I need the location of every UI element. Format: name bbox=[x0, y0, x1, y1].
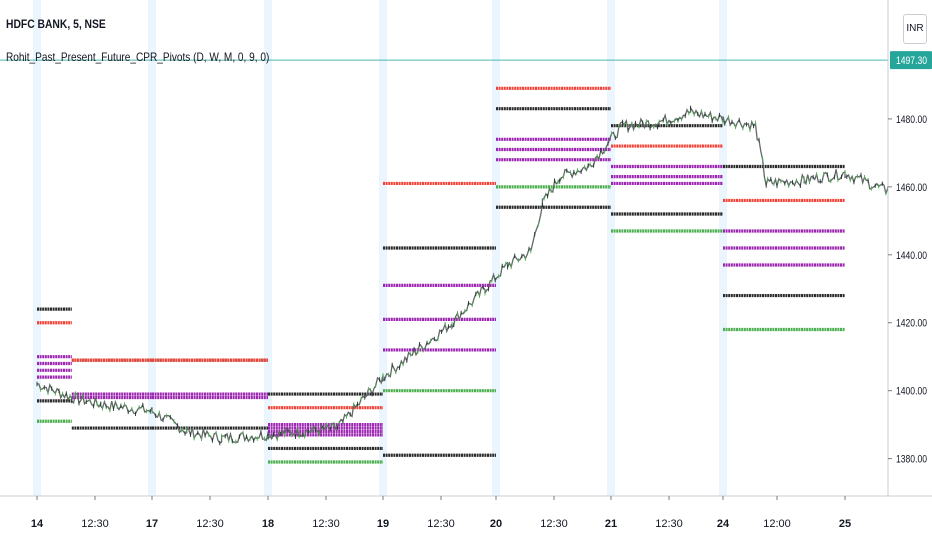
x-tick-label: 21 bbox=[605, 518, 617, 530]
indicator-legend[interactable]: Rohit_Past_Present_Future_CPR_Pivots (D,… bbox=[6, 50, 270, 64]
currency-badge[interactable]: INR bbox=[903, 14, 927, 44]
last-price-label: 1497.30 bbox=[896, 55, 927, 67]
y-tick-label: 1440.00 bbox=[896, 250, 927, 262]
pivot-levels bbox=[37, 86, 845, 464]
x-tick-label: 17 bbox=[146, 518, 158, 530]
x-tick-label: 14 bbox=[31, 518, 44, 530]
x-tick-label: 20 bbox=[490, 518, 502, 530]
x-tick-label: 12:00 bbox=[763, 518, 791, 530]
x-tick-label: 24 bbox=[717, 518, 730, 530]
y-tick-label: 1460.00 bbox=[896, 182, 927, 194]
price-series bbox=[36, 105, 932, 446]
x-tick-label: 12:30 bbox=[196, 518, 224, 530]
x-tick-label: 12:30 bbox=[81, 518, 109, 530]
price-path bbox=[36, 105, 932, 444]
x-tick-label: 12:30 bbox=[540, 518, 568, 530]
session-band bbox=[33, 0, 41, 496]
x-tick-label: 12:30 bbox=[655, 518, 683, 530]
symbol-title[interactable]: HDFC BANK, 5, NSE bbox=[6, 17, 106, 31]
x-tick-label: 12:30 bbox=[427, 518, 455, 530]
session-bands bbox=[33, 0, 727, 496]
x-tick-label: 25 bbox=[839, 518, 851, 530]
y-tick-label: 1480.00 bbox=[896, 114, 927, 126]
time-axis[interactable] bbox=[0, 495, 932, 550]
last-price-tag: 1497.30 bbox=[890, 51, 932, 70]
price-axis[interactable] bbox=[887, 0, 932, 496]
x-tick-label: 19 bbox=[377, 518, 389, 530]
y-tick-label: 1420.00 bbox=[896, 318, 927, 330]
session-band bbox=[264, 0, 272, 496]
last-price-tag-bg bbox=[890, 51, 932, 70]
x-tick-label: 12:30 bbox=[312, 518, 340, 530]
x-axis-ticks: 14 12:30 17 12:30 18 12:30 19 12:30 20 12:30 21 12:… bbox=[31, 496, 851, 530]
y-axis-ticks: 1380.00 1400.00 1420.00 1440.00 1460.00 1480.… bbox=[888, 114, 927, 466]
session-band bbox=[607, 0, 615, 496]
session-band bbox=[148, 0, 156, 496]
x-tick-label: 18 bbox=[262, 518, 274, 530]
y-tick-label: 1400.00 bbox=[896, 386, 927, 398]
y-tick-label: 1380.00 bbox=[896, 454, 927, 466]
